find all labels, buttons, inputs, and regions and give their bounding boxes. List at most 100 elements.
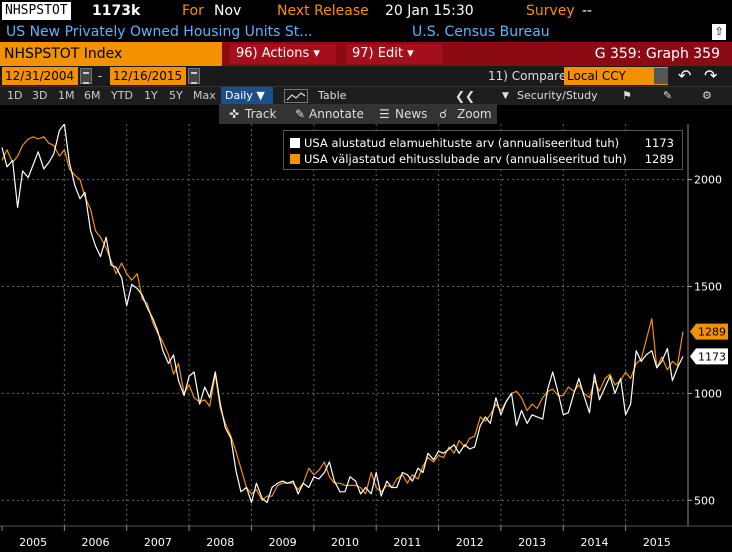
chart-legend: USA alustatud elamuehituste arv (annuali… [283,130,683,170]
chevron-down-icon: ▾ [407,46,414,61]
news-icon: ☰ [379,107,390,121]
survey-label: Survey [526,3,575,19]
news-button[interactable]: News [395,107,428,121]
action-bar: NHSPSTOT Index 96) Actions ▾ 97) Edit ▾ … [0,42,732,66]
frequency-select[interactable]: Daily ▼ [221,87,273,105]
last-value-tag: 1173 [690,348,728,365]
series-line-building-permits [1,136,684,501]
last-value: 1173k [92,3,141,19]
currency-select[interactable]: Local CCY [564,67,668,85]
legend-value: 1173 [644,136,674,150]
line-chart[interactable]: 500 1000 1500 2000 2005 2006 2007 2008 2009 2010… [0,124,732,552]
ticker-label[interactable]: NHSPSTOT [2,2,71,20]
index-field[interactable]: NHSPSTOT Index [0,42,222,66]
x-tick-label: 2010 [331,536,359,549]
actions-menu-button[interactable]: 96) Actions ▾ [230,44,336,64]
x-tick-label: 2012 [456,536,484,549]
period-max[interactable]: Max [193,89,216,102]
legend-item: USA väljastatud ehitusslubade arv (annua… [290,152,627,166]
crosshair-icon: ✜ [229,107,240,121]
tools-bar: ✜ Track ✎ Annotate ☰ News ☌ Zoom [219,104,497,124]
security-description: US New Privately Owned Housing Units St.… [6,24,313,40]
period-6m[interactable]: 6M [84,89,101,102]
x-tick-label: 2009 [269,536,297,549]
legend-label: USA väljastatud ehitusslubade arv (annua… [304,152,627,166]
zoom-icon: ☌ [439,107,448,121]
gear-icon[interactable]: ⚙ [702,89,712,102]
compare-button[interactable]: 11) Compare [488,69,567,83]
tag-label: 1289 [698,326,726,339]
edit-label: 97) Edit [352,46,403,61]
chart-grid [2,124,688,526]
annotate-button[interactable]: Annotate [309,107,364,121]
redo-icon[interactable]: ↷ [704,66,718,85]
chevron-down-icon: ▾ [313,46,320,61]
x-tick-label: 2015 [643,536,671,549]
x-tick-label: 2008 [206,536,234,549]
pencil-icon[interactable]: ✎ [663,89,673,102]
y-tick-label: 1500 [694,281,722,294]
y-tick-label: 2000 [694,174,722,187]
track-button[interactable]: Track [245,107,277,121]
last-value-tag: 1289 [690,323,728,340]
table-button[interactable]: Table [318,89,347,102]
zoom-button[interactable]: Zoom [457,107,492,121]
calendar-icon[interactable] [80,68,92,84]
y-tick-label: 500 [694,494,715,507]
calendar-icon[interactable] [188,68,200,84]
next-release-value: 20 Jan 15:30 [385,3,474,19]
period-1m[interactable]: 1M [58,89,75,102]
edit-menu-button[interactable]: 97) Edit ▾ [346,44,442,64]
x-tick-label: 2011 [393,536,421,549]
chart-series [1,124,684,504]
pencil-icon: ✎ [295,107,306,121]
legend-swatch [290,154,300,164]
legend-label: USA alustatud elamuehituste arv (annuali… [304,136,620,150]
chart-tools: ✜ Track ✎ Annotate ☰ News ☌ Zoom [0,104,732,124]
actions-label: 96) Actions [236,46,310,61]
period-ytd[interactable]: YTD [111,89,133,102]
for-value: Nov [214,3,242,19]
chevron-down-icon[interactable]: ▼ [502,91,509,101]
export-icon[interactable]: ⇧ [712,24,726,40]
undo-icon[interactable]: ↶ [678,66,692,85]
end-date-input[interactable]: 12/16/2015 [110,67,186,85]
chevron-down-icon[interactable] [654,68,668,84]
y-axis: 500 1000 1500 2000 [687,124,722,526]
period-toolbar: 1D 3D 1M 6M YTD 1Y 5Y Max Daily ▼ Table … [0,86,732,105]
for-label: For [182,3,204,19]
x-tick-label: 2013 [518,536,546,549]
last-value-tags: 1173 1289 [690,323,728,365]
legend-swatch [290,138,300,148]
survey-value: -- [582,3,593,19]
description-bar: US New Privately Owned Housing Units St.… [0,22,732,42]
x-axis: 2005 2006 2007 2008 2009 2010 2011 2012 2013 2014… [0,525,732,549]
period-5y[interactable]: 5Y [169,89,183,102]
y-tick-label: 1000 [694,387,722,400]
frequency-label: Daily [225,89,253,102]
data-source: U.S. Census Bureau [412,24,550,40]
period-1d[interactable]: 1D [7,89,23,102]
line-chart-icon[interactable] [284,89,308,103]
graph-id: G 359: Graph 359 [594,46,720,62]
period-1y[interactable]: 1Y [144,89,158,102]
next-release-label: Next Release [277,3,369,19]
start-date-input[interactable]: 12/31/2004 [2,67,78,85]
tag-shape [690,348,728,365]
legend-item: USA alustatud elamuehituste arv (annuali… [290,136,619,150]
security-header: NHSPSTOT 1173k For Nov Next Release 20 J… [0,0,732,22]
date-separator: - [98,69,103,83]
x-tick-label: 2014 [580,536,608,549]
legend-value: 1289 [644,152,674,166]
x-tick-label: 2007 [144,536,172,549]
collapse-icon[interactable]: ❮❮ [455,89,476,103]
tag-label: 1173 [698,350,726,363]
security-study-button[interactable]: Security/Study [517,89,598,102]
x-tick-label: 2006 [82,536,110,549]
flag-icon[interactable]: ⚑ [622,89,632,102]
period-3d[interactable]: 3D [32,89,48,102]
date-range-bar: 12/31/2004 - 12/16/2015 11) Compare Loca… [0,66,732,86]
x-tick-label: 2005 [19,536,47,549]
series-line-housing-starts [1,124,684,504]
tag-shape [690,323,728,340]
